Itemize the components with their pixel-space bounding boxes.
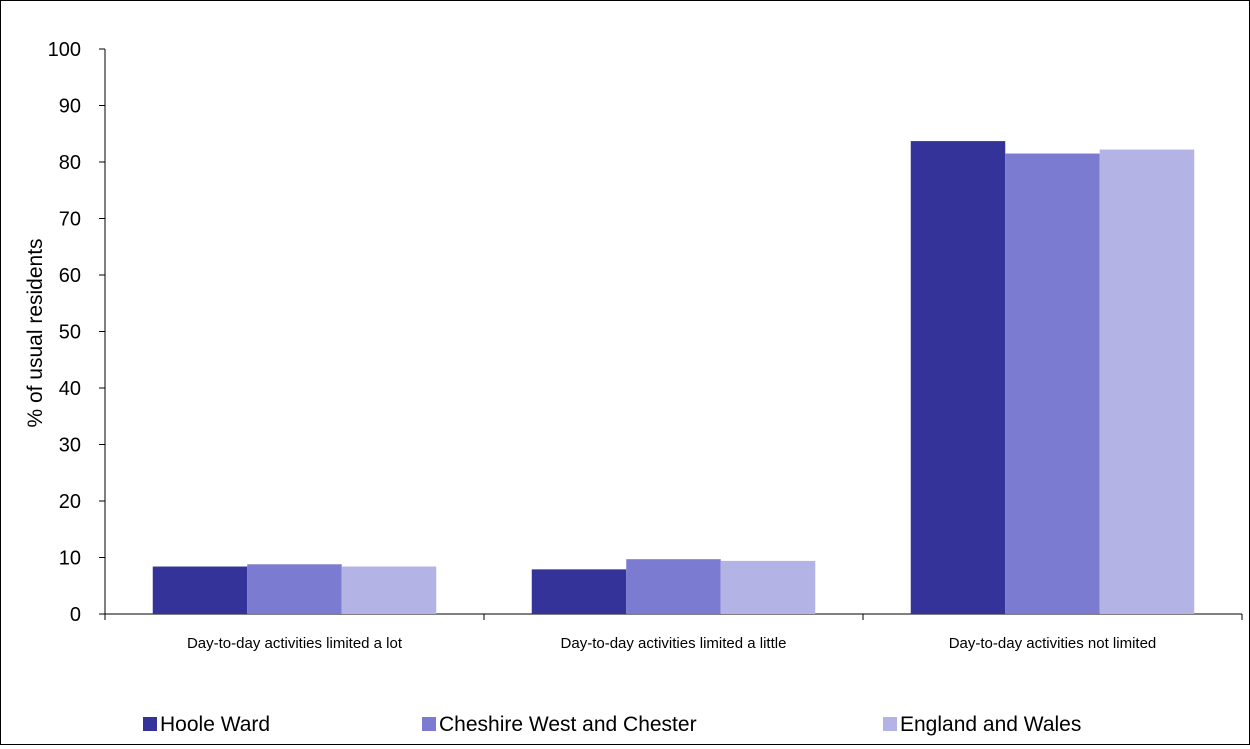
legend-label: Cheshire West and Chester bbox=[439, 713, 697, 736]
y-tick-label: 30 bbox=[59, 435, 81, 457]
bar bbox=[152, 566, 248, 614]
y-tick-label: 20 bbox=[59, 491, 81, 513]
x-tick-labels: Day-to-day activities limited a lot Day-t… bbox=[187, 635, 1156, 652]
legend: Hoole Ward Cheshire West and Chester Engla… bbox=[143, 713, 1081, 736]
bar bbox=[626, 559, 721, 614]
y-tick-label: 50 bbox=[59, 322, 81, 344]
bars bbox=[152, 141, 1195, 614]
y-tick-label: 10 bbox=[59, 548, 81, 570]
legend-swatch bbox=[143, 717, 157, 731]
legend-swatch bbox=[883, 717, 897, 731]
bar bbox=[531, 569, 627, 614]
y-tick-label: 40 bbox=[59, 378, 81, 400]
legend-label: England and Wales bbox=[900, 713, 1081, 736]
bar bbox=[247, 564, 342, 614]
x-tick-label: Day-to-day activities limited a lot bbox=[187, 635, 403, 652]
bar bbox=[720, 560, 816, 614]
bar bbox=[1005, 153, 1100, 614]
y-tick-label: 60 bbox=[59, 265, 81, 287]
bar bbox=[1099, 149, 1195, 614]
y-tick-label: 70 bbox=[59, 209, 81, 231]
legend-label: Hoole Ward bbox=[160, 713, 270, 736]
y-tick-label: 90 bbox=[59, 96, 81, 118]
y-tick-label: 80 bbox=[59, 152, 81, 174]
bar bbox=[341, 566, 437, 614]
bar bbox=[910, 141, 1006, 614]
x-tick-label: Day-to-day activities not limited bbox=[949, 635, 1157, 652]
y-tick-labels: 0 10 20 30 40 50 60 70 80 90 100 bbox=[48, 39, 81, 626]
legend-swatch bbox=[422, 717, 436, 731]
y-tick-label: 0 bbox=[70, 604, 81, 626]
y-tick-label: 100 bbox=[48, 39, 81, 61]
y-axis-label: % of usual residents bbox=[24, 238, 47, 427]
x-tick-label: Day-to-day activities limited a little bbox=[561, 635, 787, 652]
